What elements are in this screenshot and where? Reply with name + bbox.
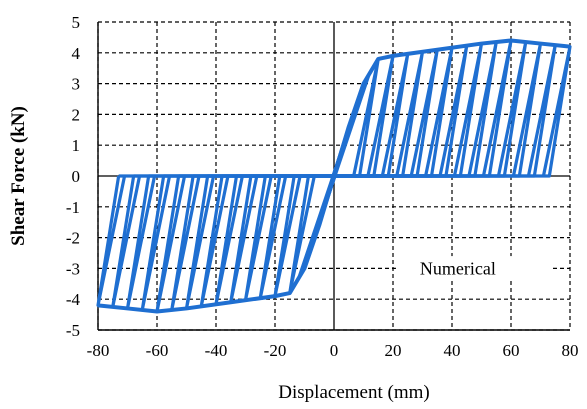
tick-labels: -80 -60 -40 -20 0 20 40 60 80 -5 -4 -3 -2 -1 0 1 2 3 4 5 — [66, 13, 579, 360]
series-numerical — [96, 38, 572, 314]
y-tick-label: 4 — [72, 44, 81, 63]
y-tick-label: -2 — [66, 229, 80, 248]
x-tick-label: 20 — [385, 341, 402, 360]
x-tick-label: -80 — [87, 341, 110, 360]
x-axis-title: Displacement (mm) — [278, 382, 429, 403]
y-axis-title: Shear Force (kN) — [8, 106, 29, 246]
y-tick-label: -1 — [66, 198, 80, 217]
y-tick-label: 2 — [72, 105, 81, 124]
y-tick-label: 0 — [72, 167, 81, 186]
y-tick-label: -3 — [66, 259, 80, 278]
x-tick-label: -40 — [205, 341, 228, 360]
legend-label: Numerical — [420, 258, 496, 278]
hysteresis-loop — [96, 45, 572, 307]
y-tick-label: -5 — [66, 321, 80, 340]
x-tick-label: -60 — [146, 341, 169, 360]
x-tick-label: 80 — [562, 341, 579, 360]
x-tick-label: 60 — [503, 341, 520, 360]
x-tick-label: -20 — [264, 341, 287, 360]
x-tick-label: 40 — [444, 341, 461, 360]
y-tick-label: 3 — [72, 75, 81, 94]
pinching-loop — [297, 72, 371, 279]
legend-background — [395, 256, 553, 281]
y-tick-label: 5 — [72, 13, 81, 32]
y-tick-label: -4 — [66, 290, 81, 309]
x-tick-label: 0 — [330, 341, 339, 360]
y-tick-label: 1 — [72, 136, 81, 155]
